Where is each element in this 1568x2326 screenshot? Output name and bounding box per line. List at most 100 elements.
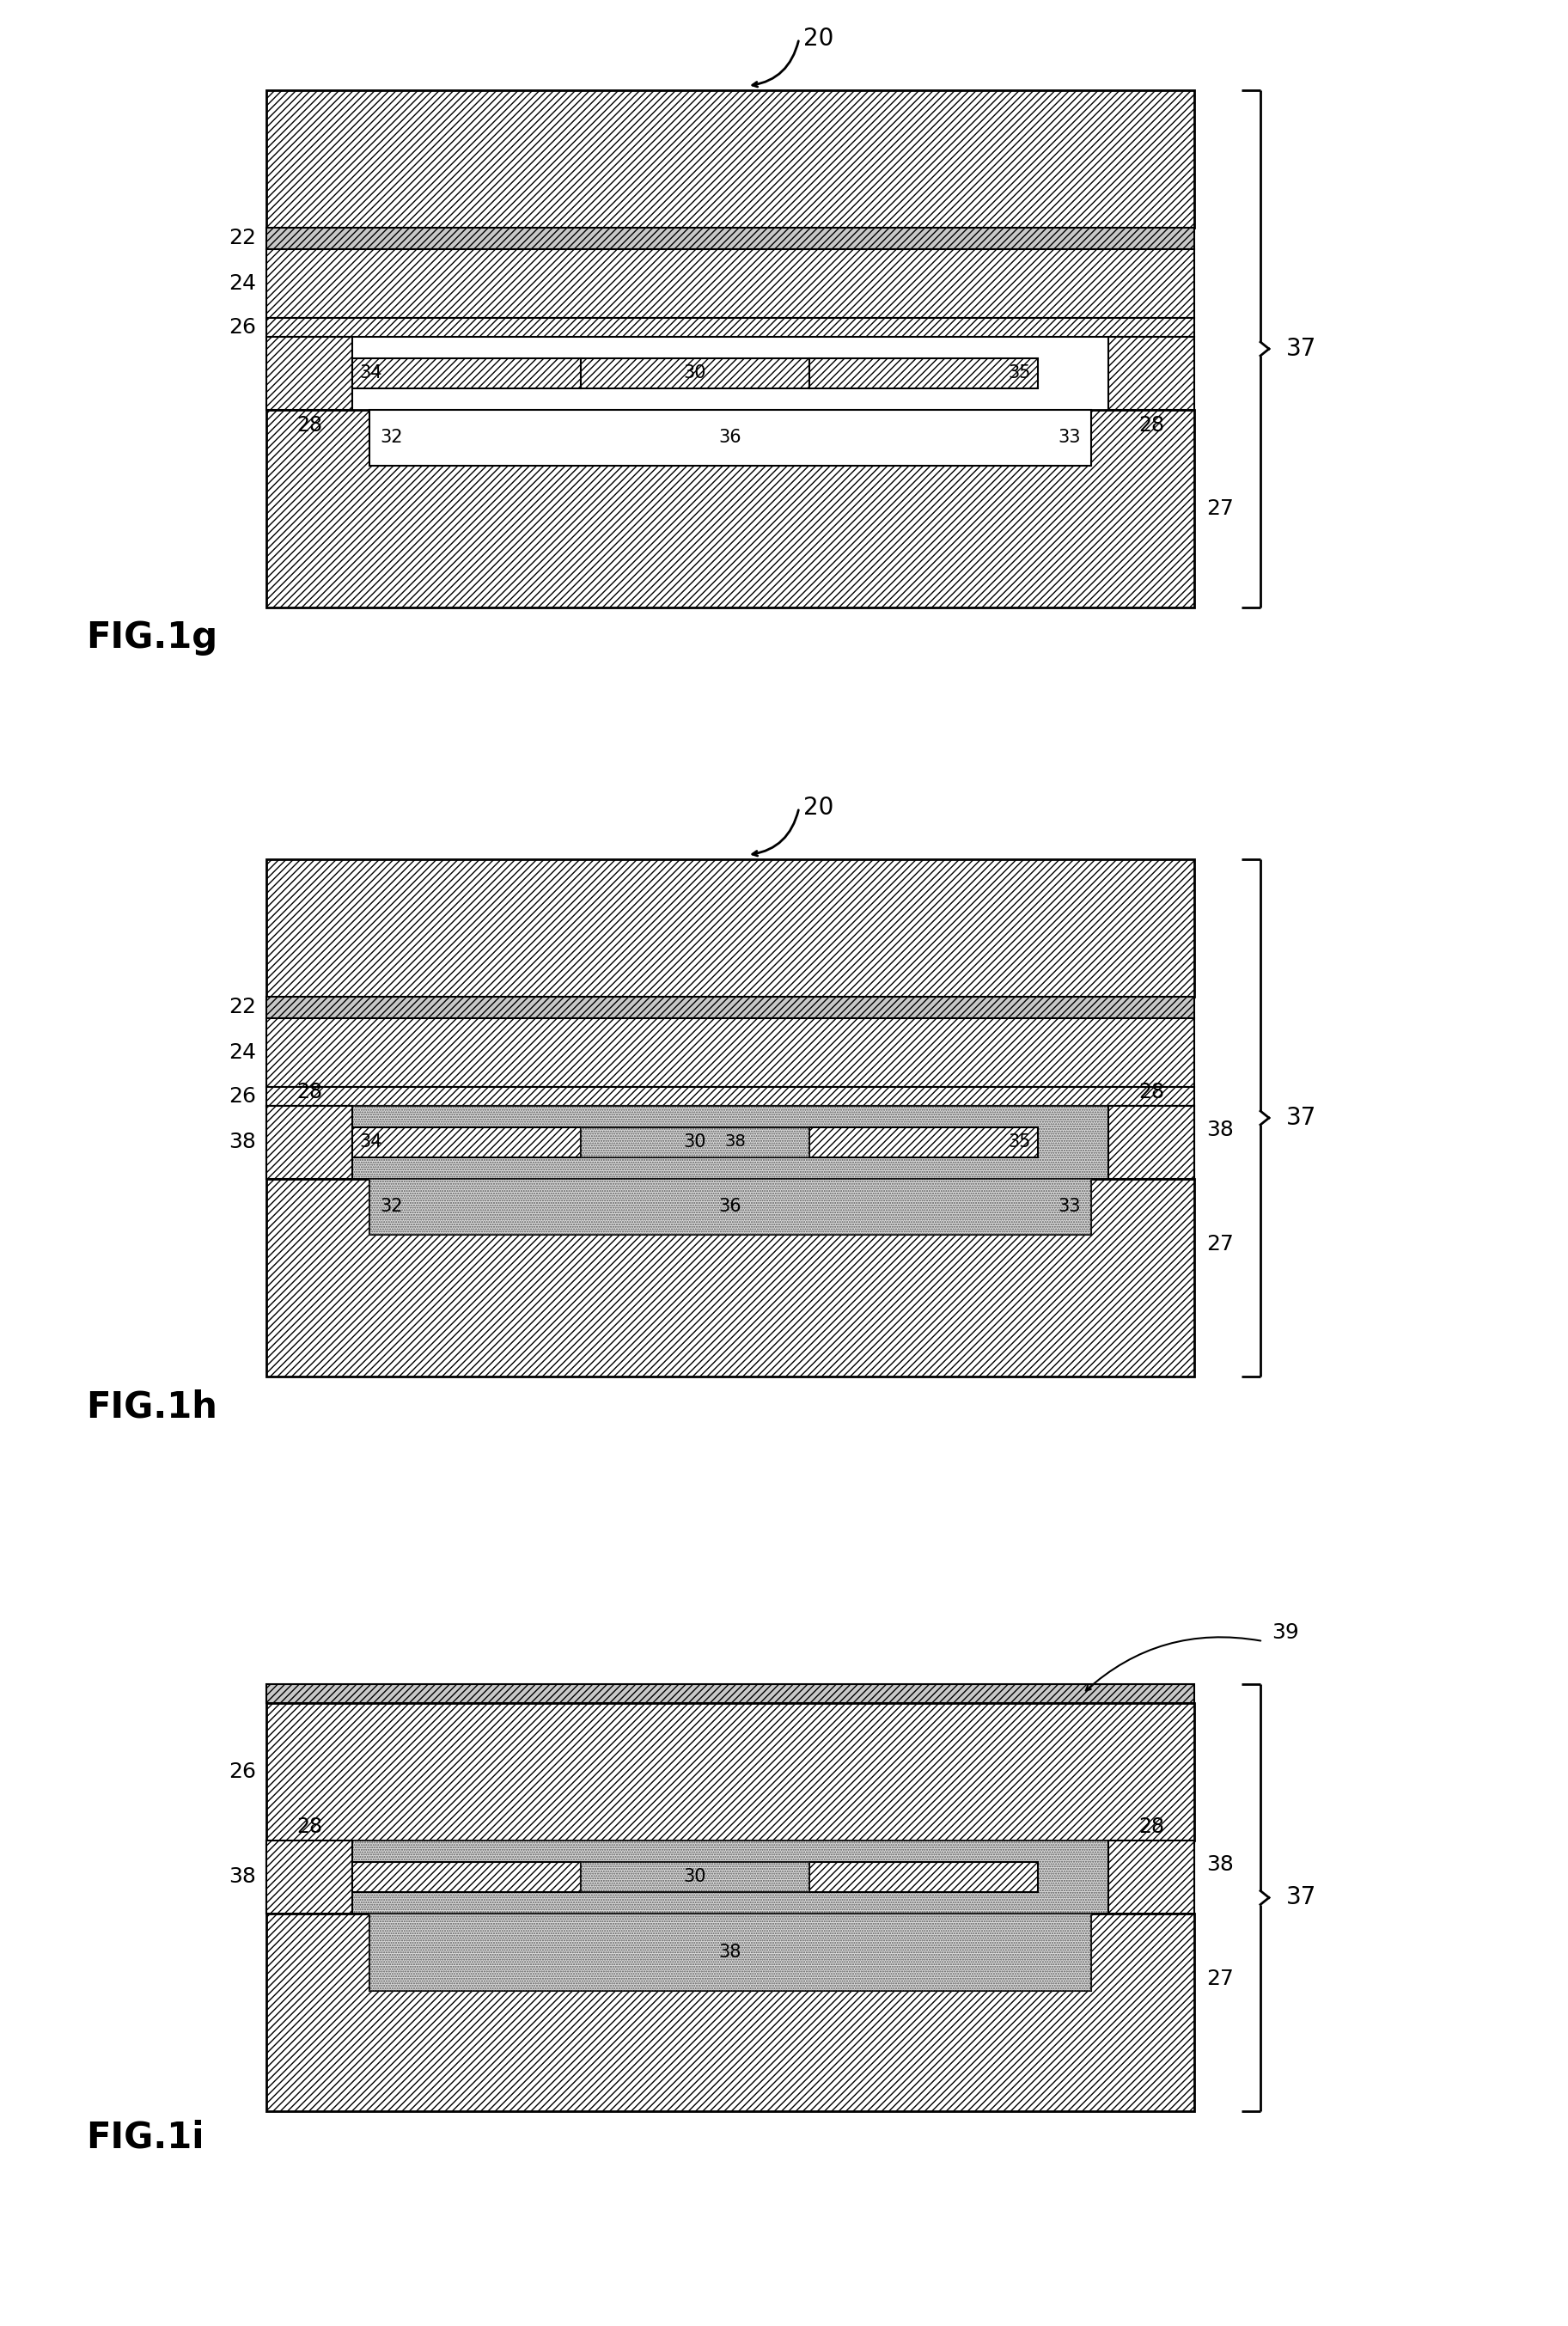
Text: FIG.1h: FIG.1h <box>86 1389 218 1424</box>
Bar <box>1109 1840 1195 1914</box>
Bar <box>267 858 1195 998</box>
Text: 26: 26 <box>229 316 256 337</box>
Bar <box>267 249 1195 319</box>
Text: 35: 35 <box>1008 1133 1032 1151</box>
Bar <box>267 91 1195 228</box>
Bar <box>267 1105 1195 1179</box>
Text: 26: 26 <box>229 1761 256 1782</box>
Text: 28: 28 <box>1138 1817 1163 1838</box>
Text: FIG.1g: FIG.1g <box>86 619 218 656</box>
Text: 28: 28 <box>296 1817 323 1838</box>
Text: 26: 26 <box>229 1086 256 1107</box>
Text: 28: 28 <box>296 1082 323 1103</box>
Bar <box>267 1914 1195 2112</box>
Text: 27: 27 <box>1206 498 1234 519</box>
Bar <box>1109 337 1195 409</box>
Bar <box>267 998 1195 1019</box>
Text: 38: 38 <box>229 1865 256 1886</box>
Text: 36: 36 <box>718 428 742 447</box>
Bar <box>267 1019 1195 1086</box>
Bar <box>267 228 1195 249</box>
Text: 38: 38 <box>1206 1119 1234 1140</box>
Text: FIG.1i: FIG.1i <box>86 2119 204 2154</box>
Bar <box>353 1863 580 1891</box>
Text: 20: 20 <box>803 795 834 819</box>
Bar <box>580 1863 809 1891</box>
Bar <box>370 1179 1091 1235</box>
Bar <box>809 1128 1038 1158</box>
Text: 28: 28 <box>296 414 323 435</box>
Bar <box>267 1703 1195 1840</box>
Text: 38: 38 <box>229 1133 256 1151</box>
Text: 37: 37 <box>1286 1884 1317 1910</box>
Bar <box>267 319 1195 337</box>
Bar <box>353 1863 580 1891</box>
Text: 34: 34 <box>359 1133 383 1151</box>
Bar <box>353 1128 580 1158</box>
Bar <box>580 1863 809 1891</box>
Bar <box>267 409 1195 607</box>
Bar <box>580 1128 809 1158</box>
Text: 35: 35 <box>1008 365 1032 381</box>
Bar <box>267 1105 1195 1179</box>
Bar <box>267 1179 1195 1377</box>
Bar <box>580 1128 809 1158</box>
Bar <box>267 998 1195 1019</box>
Bar <box>267 1703 1195 1840</box>
Bar <box>267 249 1195 319</box>
Bar <box>267 409 1195 607</box>
Bar <box>370 1914 1091 1991</box>
Bar <box>353 358 580 388</box>
Text: 38: 38 <box>1206 1854 1234 1875</box>
Bar <box>1109 1105 1195 1179</box>
Bar <box>267 337 353 409</box>
Text: 27: 27 <box>1206 1233 1234 1254</box>
Bar <box>267 1840 1195 1914</box>
Text: 28: 28 <box>1138 1082 1163 1103</box>
Bar <box>809 1863 1038 1891</box>
Bar <box>580 358 809 388</box>
Bar <box>267 1840 353 1914</box>
Bar <box>267 1684 1195 1703</box>
Bar <box>267 319 1195 337</box>
Text: 30: 30 <box>684 365 707 381</box>
Bar <box>267 1840 1195 1914</box>
Bar <box>809 1128 1038 1158</box>
Text: 38: 38 <box>724 1133 746 1149</box>
Bar <box>267 1019 1195 1086</box>
Bar <box>267 1105 353 1179</box>
Text: 36: 36 <box>718 1198 742 1214</box>
Bar <box>267 1914 1195 2112</box>
Text: 20: 20 <box>803 26 834 51</box>
Bar <box>267 858 1195 998</box>
Text: 37: 37 <box>1286 1105 1317 1130</box>
Text: 33: 33 <box>1058 1198 1080 1214</box>
Text: 28: 28 <box>1138 414 1163 435</box>
Bar <box>267 337 353 409</box>
Bar <box>1109 1105 1195 1179</box>
Bar <box>370 1914 1091 1991</box>
Bar <box>1109 1840 1195 1914</box>
Text: 39: 39 <box>1272 1621 1298 1642</box>
Bar <box>267 1179 1195 1377</box>
Bar <box>267 91 1195 228</box>
Bar <box>267 1840 353 1914</box>
Text: 37: 37 <box>1286 337 1317 361</box>
Text: 22: 22 <box>229 998 256 1016</box>
Text: 30: 30 <box>684 1133 707 1151</box>
Text: 27: 27 <box>1206 1968 1234 1989</box>
Text: 30: 30 <box>684 1868 707 1884</box>
Bar <box>267 1086 1195 1105</box>
Bar <box>267 228 1195 249</box>
Bar <box>809 358 1038 388</box>
Text: 32: 32 <box>379 428 403 447</box>
Text: 38: 38 <box>720 1945 742 1961</box>
Text: 32: 32 <box>379 1198 403 1214</box>
Bar <box>267 1684 1195 1703</box>
Bar <box>370 409 1091 465</box>
Text: 33: 33 <box>1058 428 1080 447</box>
Bar <box>370 1179 1091 1235</box>
Text: 24: 24 <box>229 1042 256 1063</box>
Bar <box>267 1086 1195 1105</box>
Text: 34: 34 <box>359 365 383 381</box>
